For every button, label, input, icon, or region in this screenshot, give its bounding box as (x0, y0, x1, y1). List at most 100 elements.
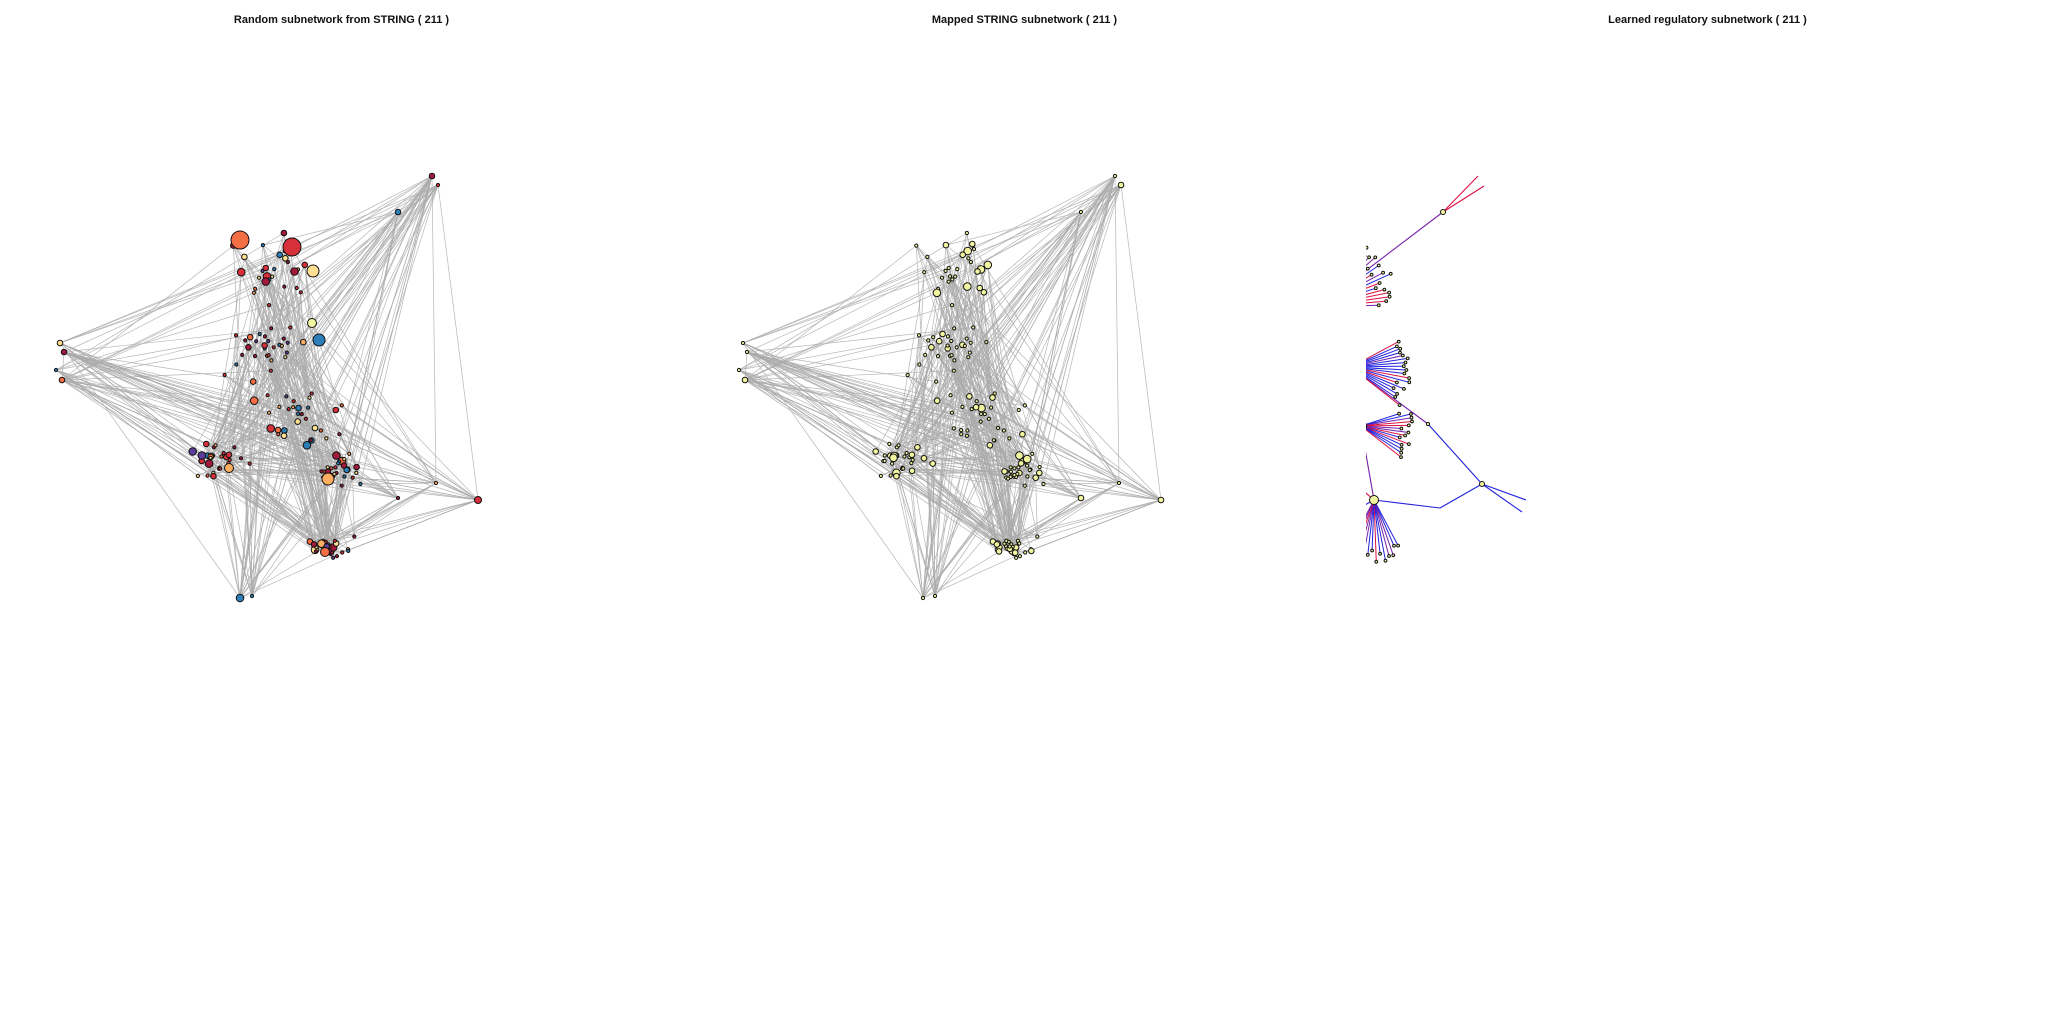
node (949, 410, 955, 415)
edge (951, 354, 1162, 501)
node (306, 405, 311, 410)
node (929, 460, 937, 467)
edge (1120, 184, 1162, 501)
node (282, 284, 287, 289)
node (270, 274, 275, 279)
edge (1043, 482, 1120, 485)
panel-title: Learned regulatory subnetwork ( 211 ) (1608, 14, 1807, 26)
node (1397, 403, 1402, 408)
node (279, 343, 284, 348)
edge (1043, 175, 1116, 485)
network-graph-learned (1366, 175, 1527, 564)
node (241, 253, 248, 261)
edge (232, 245, 253, 597)
node (949, 303, 955, 308)
node (1378, 551, 1382, 556)
edge (294, 270, 437, 484)
edge (742, 248, 975, 344)
node (1369, 272, 1374, 277)
edge (889, 292, 938, 456)
edge (952, 184, 1122, 280)
node (1396, 339, 1401, 344)
node (1392, 543, 1396, 548)
node (959, 428, 964, 433)
node (967, 350, 972, 355)
edge (994, 175, 1116, 394)
node (1406, 423, 1411, 428)
node (935, 354, 941, 359)
edge (890, 345, 966, 476)
edge (891, 175, 1116, 464)
edge (994, 393, 1082, 499)
edge (746, 351, 1012, 476)
node (1387, 554, 1391, 558)
node (1027, 467, 1032, 473)
node (1028, 547, 1035, 555)
node (236, 267, 246, 277)
edge (1015, 211, 1082, 558)
edge (1004, 482, 1120, 545)
edge (1366, 417, 1412, 426)
edge (287, 175, 433, 263)
edge (935, 245, 947, 382)
edge (207, 475, 329, 545)
node (952, 358, 957, 363)
edge (884, 460, 1038, 537)
edge (63, 248, 292, 353)
edge (948, 281, 1015, 469)
node (923, 352, 928, 357)
node (1008, 465, 1013, 470)
node (353, 463, 360, 471)
node (972, 403, 980, 411)
edge (61, 379, 317, 552)
edge (1366, 265, 1379, 275)
edge (738, 175, 1116, 371)
edge (1366, 362, 1406, 367)
node (976, 284, 984, 292)
panel-random-subnetwork: Random subnetwork from STRING ( 211 ) (0, 0, 683, 1024)
edge (1442, 185, 1485, 213)
edge (268, 354, 479, 501)
edge (1003, 184, 1122, 431)
node (1395, 344, 1399, 349)
node (346, 548, 351, 554)
edge (208, 463, 253, 597)
edge (1373, 499, 1399, 546)
edge (1366, 378, 1400, 406)
node (302, 441, 312, 450)
edge (1366, 355, 1403, 365)
node (993, 541, 1001, 548)
node (240, 352, 245, 357)
edge (1366, 370, 1410, 383)
node (276, 251, 284, 259)
edge (253, 175, 433, 294)
node (1396, 543, 1400, 548)
edge (55, 369, 326, 543)
edge (1019, 472, 1082, 499)
node (222, 372, 227, 378)
node (1370, 548, 1374, 553)
node (291, 405, 296, 410)
edge (268, 270, 296, 356)
edge (1366, 300, 1387, 304)
edge (1373, 499, 1390, 557)
node (740, 340, 746, 346)
node (959, 432, 964, 437)
edge (1373, 499, 1394, 556)
edge (63, 351, 337, 456)
edge (923, 395, 951, 459)
node (221, 451, 226, 456)
edge (744, 351, 748, 381)
edge (1114, 175, 1120, 484)
edge (327, 184, 439, 472)
edge (1366, 428, 1402, 450)
node (232, 445, 237, 450)
node (920, 455, 928, 462)
node (966, 355, 971, 360)
node (951, 368, 956, 373)
edge (911, 335, 920, 455)
node (968, 259, 974, 265)
node (1399, 455, 1403, 460)
edge (742, 184, 1122, 344)
node (1366, 552, 1370, 557)
